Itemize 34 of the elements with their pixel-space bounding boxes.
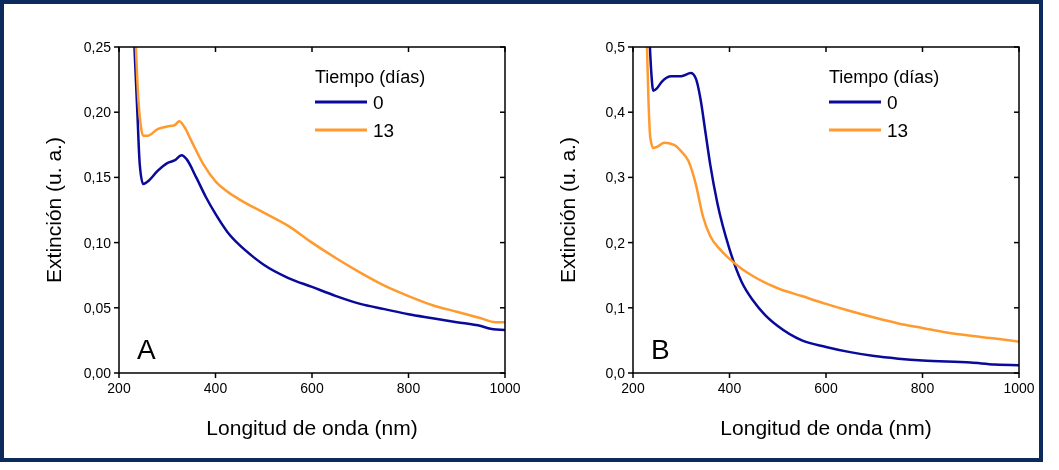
x-tick-label: 400 [717,380,742,396]
legend-label: 13 [373,120,395,141]
y-axis-title: Extinción (u. a.) [556,137,579,283]
x-axis-title: Longitud de onda (nm) [206,416,418,439]
x-tick-label: 1000 [1003,380,1035,396]
x-tick-label: 1000 [489,380,521,396]
legend-title: Tiempo (días) [829,67,940,87]
y-tick-label: 0,15 [83,169,112,186]
x-tick-label: 800 [910,380,935,396]
annotation: B [651,334,670,365]
y-tick-label: 0,1 [605,299,626,316]
legend-label: 0 [887,92,898,113]
y-tick-label: 0,25 [83,39,112,55]
y-tick-label: 0,10 [83,234,112,251]
y-tick-label: 0,5 [605,39,626,55]
x-tick-label: 600 [300,380,324,396]
x-tick-label: 800 [396,380,421,396]
x-tick-label: 200 [107,380,131,396]
x-tick-label: 200 [621,380,645,396]
y-tick-label: 0,20 [83,104,112,121]
legend-label: 13 [887,120,909,141]
x-axis-title: Longitud de onda (nm) [720,416,932,439]
y-tick-label: 0,0 [605,365,626,381]
y-tick-label: 0,2 [605,234,626,251]
x-tick-label: 600 [814,380,838,396]
annotation: A [137,334,156,365]
y-tick-label: 0,05 [83,299,112,316]
y-tick-label: 0,00 [83,365,112,381]
legend-label: 0 [373,92,384,113]
y-tick-label: 0,4 [605,104,626,121]
legend-title: Tiempo (días) [315,67,426,87]
y-tick-label: 0,3 [605,169,626,186]
y-axis-title: Extinción (u. a.) [42,137,65,283]
x-tick-label: 400 [203,380,228,396]
